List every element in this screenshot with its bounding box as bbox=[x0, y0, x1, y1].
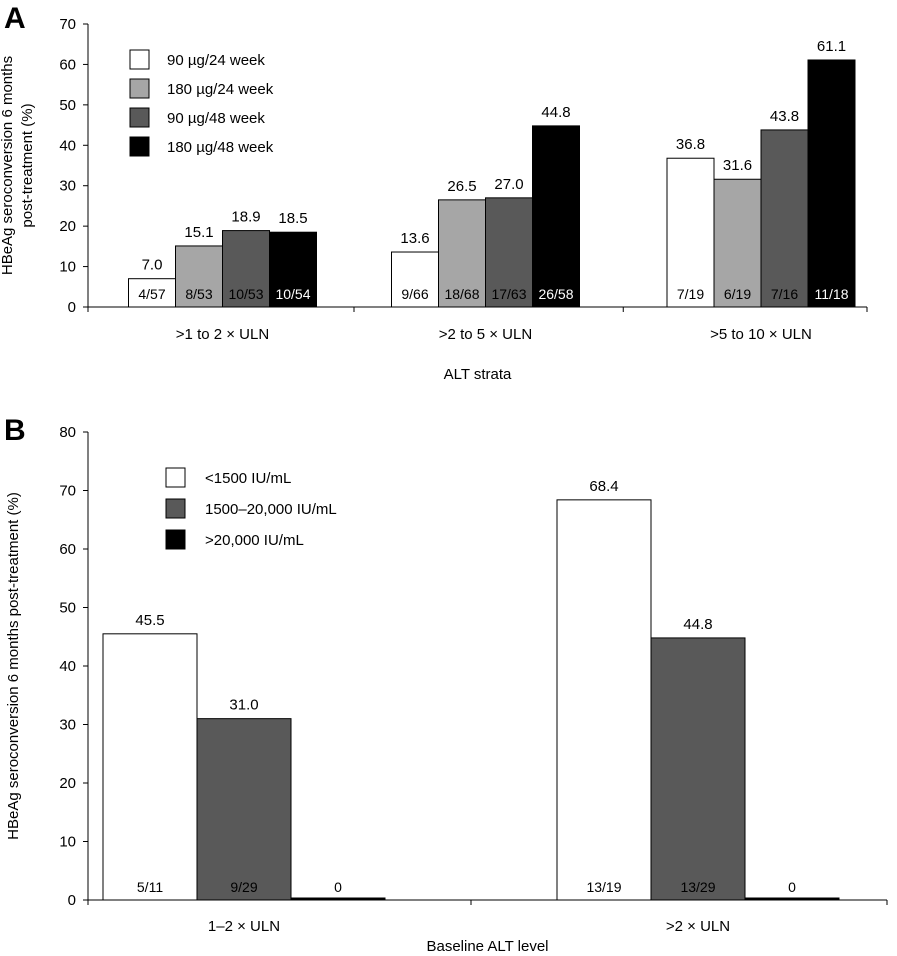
legend-swatch bbox=[165, 529, 186, 550]
count-label: 10/53 bbox=[228, 286, 263, 302]
legend: <1500 IU/mL 1500–20,000 IU/mL >20,000 IU/m… bbox=[165, 467, 337, 550]
legend-label: 90 µg/48 week bbox=[167, 110, 265, 127]
data-label: 31.6 bbox=[723, 157, 752, 174]
count-label: 0 bbox=[788, 879, 796, 895]
data-label: 36.8 bbox=[676, 136, 705, 153]
y-tick-label: 40 bbox=[59, 137, 76, 154]
legend-label: <1500 IU/mL bbox=[205, 470, 291, 487]
count-label: 10/54 bbox=[275, 286, 310, 302]
data-label: 45.5 bbox=[135, 612, 164, 629]
bar bbox=[196, 718, 292, 901]
data-label: 44.8 bbox=[541, 104, 570, 121]
data-label: 26.5 bbox=[447, 178, 476, 195]
count-label: 11/18 bbox=[815, 286, 849, 302]
y-tick-label: 30 bbox=[59, 178, 76, 195]
data-label: 18.5 bbox=[278, 210, 307, 227]
count-label: 17/63 bbox=[491, 286, 526, 302]
legend-swatch bbox=[129, 49, 150, 70]
bar bbox=[175, 245, 223, 308]
legend-label: 180 µg/48 week bbox=[167, 139, 274, 156]
y-tick-label: 80 bbox=[59, 424, 76, 441]
y-tick-label: 60 bbox=[59, 56, 76, 73]
legend-swatch bbox=[129, 78, 150, 99]
data-label: 18.9 bbox=[231, 209, 260, 226]
chart-b: 0 10 20 30 40 50 60 70 80 1–2 × ULN >2 × ULN Baseli… bbox=[5, 424, 888, 955]
y-axis-label: HBeAg seroconversion 6 months bbox=[0, 56, 16, 275]
legend-label: 90 µg/24 week bbox=[167, 52, 265, 69]
data-label: 31.0 bbox=[229, 697, 258, 714]
y-tick-label: 10 bbox=[59, 834, 76, 851]
y-tick-label: 20 bbox=[59, 775, 76, 792]
count-label: 5/11 bbox=[137, 879, 163, 895]
count-label: 8/53 bbox=[185, 286, 212, 302]
panel-letter-b: B bbox=[4, 414, 26, 447]
y-axis-label: post-treatment (%) bbox=[19, 103, 36, 227]
y-tick-label: 70 bbox=[59, 16, 76, 33]
y-tick-label: 30 bbox=[59, 717, 76, 734]
data-label: 13.6 bbox=[400, 230, 429, 247]
bar bbox=[485, 197, 533, 308]
count-label: 13/19 bbox=[586, 879, 621, 895]
bar bbox=[532, 125, 580, 308]
bar bbox=[760, 129, 809, 308]
y-tick-label: 60 bbox=[59, 541, 76, 558]
bar bbox=[807, 59, 856, 308]
bar bbox=[290, 897, 386, 901]
count-label: 7/16 bbox=[771, 286, 798, 302]
bar bbox=[666, 157, 715, 308]
bar bbox=[650, 637, 746, 901]
panel-letter-a: A bbox=[4, 2, 26, 35]
x-tick-label: >2 to 5 × ULN bbox=[439, 326, 532, 343]
count-label: 13/29 bbox=[680, 879, 715, 895]
bar bbox=[556, 499, 652, 901]
data-label: 44.8 bbox=[683, 616, 712, 633]
x-tick-label: >2 × ULN bbox=[666, 918, 730, 935]
y-axis-label: HBeAg seroconversion 6 months post-treat… bbox=[5, 492, 22, 840]
legend-label: 180 µg/24 week bbox=[167, 81, 274, 98]
count-label: 18/68 bbox=[444, 286, 479, 302]
legend: 90 µg/24 week 180 µg/24 week 90 µg/48 week… bbox=[129, 49, 274, 157]
count-label: 9/66 bbox=[401, 286, 428, 302]
y-tick-label: 10 bbox=[59, 259, 76, 276]
legend-swatch bbox=[129, 136, 150, 157]
x-tick-label: >1 to 2 × ULN bbox=[176, 326, 269, 343]
y-tick-label: 0 bbox=[68, 299, 76, 316]
count-label: 26/58 bbox=[538, 286, 573, 302]
y-tick-label: 0 bbox=[68, 892, 76, 909]
y-tick-label: 40 bbox=[59, 658, 76, 675]
count-label: 7/19 bbox=[677, 286, 704, 302]
count-label: 9/29 bbox=[230, 879, 257, 895]
y-tick-label: 50 bbox=[59, 97, 76, 114]
bar bbox=[222, 230, 270, 308]
x-tick-label: >5 to 10 × ULN bbox=[710, 326, 812, 343]
data-label: 68.4 bbox=[589, 478, 618, 495]
data-label: 7.0 bbox=[142, 257, 163, 274]
bar bbox=[102, 633, 198, 901]
bar bbox=[269, 231, 317, 308]
y-tick-label: 70 bbox=[59, 483, 76, 500]
x-tick-label: 1–2 × ULN bbox=[208, 918, 280, 935]
data-label: 15.1 bbox=[184, 224, 213, 241]
data-label: 61.1 bbox=[817, 38, 846, 55]
legend-label: 1500–20,000 IU/mL bbox=[205, 501, 337, 518]
legend-swatch bbox=[165, 498, 186, 519]
legend-label: >20,000 IU/mL bbox=[205, 532, 304, 549]
x-axis-label: Baseline ALT level bbox=[426, 938, 548, 955]
x-axis-label: ALT strata bbox=[444, 366, 512, 383]
data-label: 27.0 bbox=[494, 176, 523, 193]
legend-swatch bbox=[165, 467, 186, 488]
y-tick-label: 20 bbox=[59, 218, 76, 235]
count-label: 4/57 bbox=[138, 286, 165, 302]
chart-a: 0 10 20 30 40 50 60 70 >1 to 2 × ULN >2 to 5 × UL… bbox=[0, 16, 868, 383]
count-label: 0 bbox=[334, 879, 342, 895]
data-label: 43.8 bbox=[770, 108, 799, 125]
count-label: 6/19 bbox=[724, 286, 751, 302]
bar bbox=[744, 897, 840, 901]
legend-swatch bbox=[129, 107, 150, 128]
y-tick-label: 50 bbox=[59, 600, 76, 617]
